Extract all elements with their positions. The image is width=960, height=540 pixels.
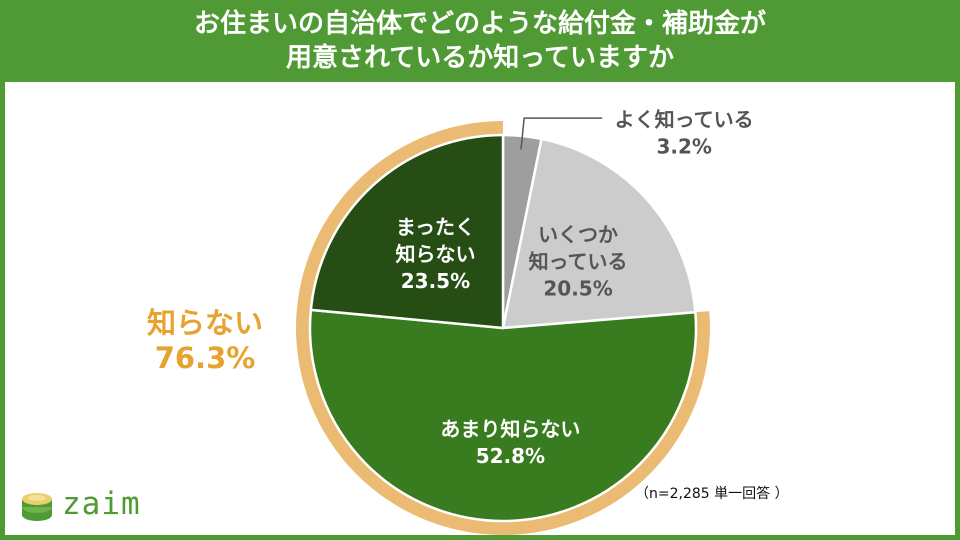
sample-note: （n=2,285 単一回答 ） — [635, 486, 789, 502]
pie-slice-1 — [501, 137, 697, 330]
slice-label-1-2: 20.5% — [543, 276, 612, 300]
slice-label-2-1: 52.8% — [476, 444, 545, 468]
slice-label-3-0: まったく — [396, 215, 475, 239]
logo-text: zaim — [62, 486, 141, 522]
ring-callout: 知らない 76.3% — [147, 306, 263, 376]
slice-label-2-0: あまり知らない — [440, 417, 580, 441]
coin-stack-icon — [22, 493, 52, 521]
slice-label-3-2: 23.5% — [401, 269, 470, 293]
slice-label-1-1: 知っている — [529, 249, 628, 273]
slice-label-3-1: 知らない — [395, 242, 475, 266]
chart-title: お住まいの自治体でどのような給付金・補助金が 用意されているか知っていますか — [0, 0, 960, 82]
slice-label-1-0: いくつか — [538, 222, 618, 246]
slice-label-0-1: 3.2% — [656, 135, 711, 159]
ring-value: 76.3% — [154, 341, 256, 375]
title-line-1: お住まいの自治体でどのような給付金・補助金が — [193, 9, 766, 39]
pie-slice-2 — [308, 308, 698, 523]
leader-line-0 — [520, 117, 603, 150]
ring-label: 知らない — [146, 306, 264, 340]
zaim-logo: zaim — [20, 484, 141, 524]
slice-label-0-0: よく知っている — [615, 108, 754, 132]
title-line-2: 用意されているか知っていますか — [286, 43, 674, 73]
pie-slice-3 — [309, 133, 505, 330]
